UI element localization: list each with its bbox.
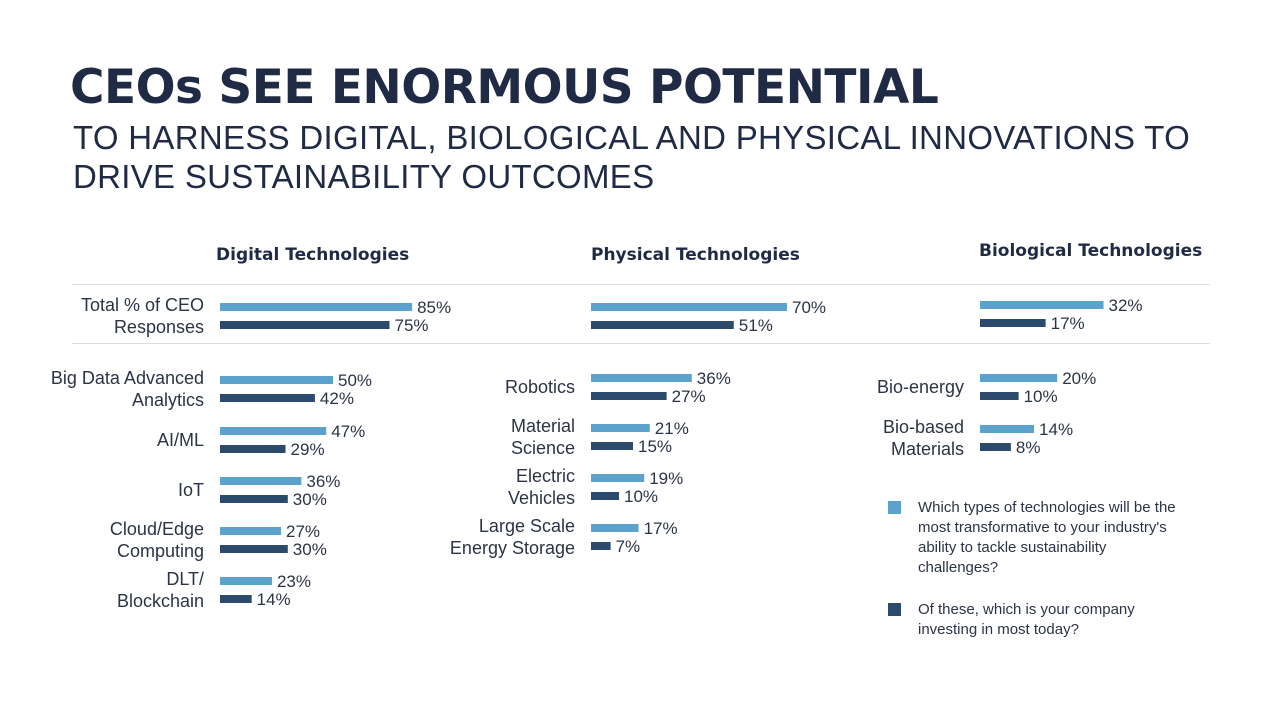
digital-header: Digital Technologies [216,245,410,265]
biological-bar [980,443,1011,451]
digital-bar [220,595,252,603]
digital-category-label: Cloud/Edge [110,519,204,539]
physical-bar [591,303,787,311]
digital-category-label: Big Data Advanced [51,368,204,388]
page-title: CEOs SEE ENORMOUS POTENTIAL [70,60,939,115]
physical-category-label: Electric [516,466,575,486]
digital-bar [220,545,288,553]
digital-category-label: Responses [114,317,204,337]
digital-category-label: Analytics [132,390,204,410]
physical-value-label: 21% [655,419,689,438]
physical-bar [591,542,611,550]
divider-bottom [72,343,1210,344]
digital-value-label: 30% [293,490,327,509]
digital-category-label: Total % of CEO [81,295,204,315]
biological-bar [980,425,1035,433]
physical-value-label: 7% [616,537,641,556]
digital-category-label: Computing [117,541,204,561]
digital-bar [220,376,333,384]
biological-value-label: 10% [1024,387,1058,406]
digital-bar [220,321,390,329]
biological-category-label: Bio-energy [877,377,964,397]
biological-category-label: Materials [891,439,964,459]
biological-category-label: Bio-based [883,417,964,437]
digital-category-label: AI/ML [157,430,204,450]
biological-value-label: 17% [1051,314,1085,333]
digital-value-label: 30% [293,540,327,559]
physical-category-label: Energy Storage [450,538,575,558]
digital-value-label: 36% [306,472,340,491]
digital-category-label: DLT/ [166,569,204,589]
physical-category-label: Vehicles [508,488,575,508]
physical-bar [591,392,667,400]
digital-bar [220,527,282,535]
physical-category-label: Large Scale [479,516,575,536]
divider-top [72,284,1210,285]
legend-swatch-dark [888,603,901,616]
biological-bar [980,301,1104,309]
biological-value-label: 20% [1062,369,1096,388]
digital-bar [220,394,315,402]
digital-category-label: Blockchain [117,591,204,611]
physical-header: Physical Technologies [591,245,800,265]
physical-bar [591,374,692,382]
digital-value-label: 29% [291,440,325,459]
digital-value-label: 14% [257,590,291,609]
physical-bar [591,474,645,482]
digital-bar [220,495,288,503]
physical-category-label: Science [511,438,575,458]
digital-value-label: 47% [331,422,365,441]
biological-value-label: 8% [1016,438,1041,457]
biological-bar [980,319,1046,327]
digital-category-label: IoT [178,480,204,500]
physical-category-label: Material [511,416,575,436]
digital-value-label: 50% [338,371,372,390]
physical-bar [591,321,734,329]
legend-swatch-light [888,501,901,514]
physical-value-label: 19% [649,469,683,488]
legend-item-transformative: Which types of technologies will be the … [888,498,1188,578]
physical-value-label: 10% [624,487,658,506]
digital-value-label: 75% [395,316,429,335]
digital-bar [220,427,327,435]
physical-value-label: 70% [792,298,826,317]
physical-value-label: 15% [638,437,672,456]
physical-bar [591,492,619,500]
physical-value-label: 36% [697,369,731,388]
digital-bar [220,577,272,585]
physical-bar [591,524,639,532]
digital-value-label: 42% [320,389,354,408]
digital-bar [220,445,286,453]
page-subtitle: TO HARNESS DIGITAL, BIOLOGICAL AND PHYSI… [73,119,1191,195]
biological-value-label: 14% [1039,420,1073,439]
biological-bar [980,374,1058,382]
biological-header: Biological Technologies [979,241,1203,261]
physical-value-label: 17% [644,519,678,538]
digital-bar [220,303,413,311]
legend-text-transformative: Which types of technologies will be the … [918,499,1176,576]
digital-bar [220,477,302,485]
digital-value-label: 85% [417,298,451,317]
physical-bar [591,424,650,432]
digital-value-label: 27% [286,522,320,541]
biological-value-label: 32% [1109,296,1143,315]
physical-category-label: Robotics [505,377,575,397]
physical-bar [591,442,633,450]
legend-text-investing: Of these, which is your company investin… [918,601,1135,638]
legend-item-investing: Of these, which is your company investin… [888,600,1188,640]
physical-value-label: 51% [739,316,773,335]
biological-bar [980,392,1019,400]
digital-value-label: 23% [277,572,311,591]
physical-value-label: 27% [672,387,706,406]
